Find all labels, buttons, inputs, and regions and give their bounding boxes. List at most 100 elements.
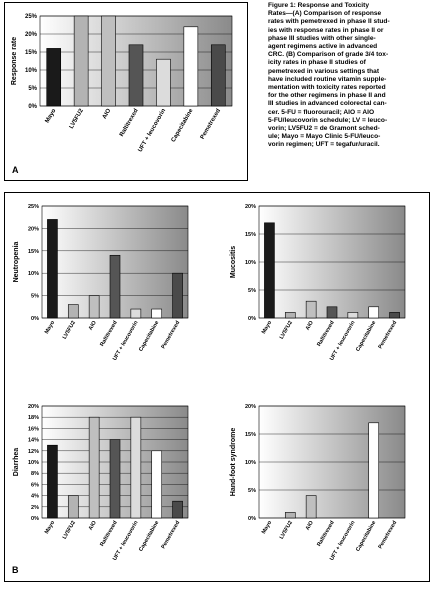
neutropenia-bar	[88, 295, 100, 319]
diarrhea-bar	[172, 500, 183, 519]
neutropenia-ytick: 0%	[31, 316, 39, 322]
diarrhea-xtick: Raltitrexed	[99, 520, 118, 548]
diarrhea-ylabel: Diarrhea	[13, 448, 20, 477]
diarrhea-bar	[88, 416, 100, 519]
neutropenia-bar	[67, 304, 79, 319]
diarrhea-ytick: 8%	[31, 471, 39, 477]
diarrhea-xtick: LV5FU2	[62, 520, 77, 540]
response-xtick: AIO	[102, 108, 113, 121]
diarrhea-xtick: Capecitabine	[138, 520, 160, 553]
response-bar	[101, 15, 116, 107]
handfoot-xtick: Mayo	[261, 519, 274, 535]
diarrhea-bar	[130, 416, 142, 519]
handfoot-ylabel: Hand-foot syndrome	[230, 428, 237, 497]
response-xtick: UFT + leucovorin	[138, 108, 168, 154]
mucositis-ytick: 10%	[245, 260, 256, 266]
response-ytick: 0%	[28, 104, 37, 110]
mucositis-ytick: 5%	[248, 288, 256, 294]
panel-b-label: B	[12, 565, 19, 575]
diarrhea-bar	[151, 450, 163, 519]
response-xtick: Capecitabine	[171, 107, 195, 143]
diarrhea-ytick: 16%	[28, 426, 39, 432]
diarrhea-ytick: 12%	[28, 449, 39, 455]
response-xtick: Mayo	[45, 108, 58, 125]
neutropenia-ytick: 20%	[28, 226, 39, 232]
diarrhea-xtick: Pemetrexed	[161, 520, 182, 550]
mucositis-ylabel: Mucositis	[230, 246, 237, 278]
response-ylabel: Response rate	[11, 37, 18, 85]
diarrhea-bar	[47, 444, 58, 519]
mucositis-ytick: 0%	[248, 316, 256, 322]
response-xtick: Raltitrexed	[119, 108, 140, 138]
handfoot-ytick: 20%	[245, 404, 256, 410]
neutropenia-ytick: 25%	[28, 204, 39, 210]
mucositis-bar	[326, 306, 338, 319]
mucositis-bar	[305, 300, 317, 319]
neutropenia-bar	[151, 308, 163, 319]
response-ytick: 25%	[25, 14, 38, 20]
neutropenia-bar	[172, 272, 183, 319]
handfoot-xtick: LV5FU2	[279, 520, 294, 540]
diarrhea-ytick: 10%	[28, 460, 39, 466]
diarrhea-ytick: 0%	[31, 516, 39, 522]
mucositis-bar	[347, 312, 359, 319]
response-ytick: 20%	[25, 32, 38, 38]
response-xtick: LV5FU2	[69, 107, 85, 130]
handfoot-bar	[305, 495, 317, 519]
neutropenia-xtick: AIO	[88, 319, 98, 331]
mucositis-ytick: 20%	[245, 204, 256, 210]
chart-response-rate: 0% 5% 10% 15% 20% 25% Response rate Mayo LV5FU2 A…	[11, 14, 233, 154]
handfoot-ytick: 15%	[245, 432, 256, 438]
neutropenia-xtick: Raltitrexed	[99, 320, 118, 348]
handfoot-xtick: AIO	[305, 519, 315, 531]
handfoot-xtick: Capecitabine	[355, 520, 377, 553]
response-ytick: 15%	[25, 50, 38, 56]
mucositis-xtick: AIO	[305, 319, 315, 331]
diarrhea-ytick: 20%	[28, 404, 39, 410]
mucositis-bar	[284, 312, 296, 319]
neutropenia-xtick: Capecitabine	[138, 320, 160, 353]
response-bar	[128, 44, 144, 107]
response-bar	[73, 15, 89, 107]
mucositis-xtick: Mayo	[261, 319, 274, 335]
diarrhea-ytick: 4%	[31, 494, 39, 500]
panel-a-label: A	[12, 165, 19, 175]
neutropenia-ylabel: Neutropenia	[13, 241, 20, 282]
diarrhea-ytick: 6%	[31, 482, 39, 488]
response-bar	[156, 58, 171, 107]
chart-hand-foot-syndrome: 0% 5% 10% 15% 20% Hand-foot syndrome Mayo LV5FU…	[230, 404, 406, 562]
response-xtick: Pemetrexed	[200, 108, 222, 141]
mucositis-xtick: LV5FU2	[279, 320, 294, 340]
mucositis-xtick: Pemetrexed	[378, 320, 399, 350]
neutropenia-ytick: 5%	[31, 294, 39, 300]
response-bar	[210, 44, 226, 107]
handfoot-bar	[368, 422, 380, 519]
neutropenia-bar	[47, 219, 58, 319]
mucositis-ytick: 15%	[245, 232, 256, 238]
chart-diarrhea: 0% 2% 4% 6% 8% 10% 12% 14% 16% 18% 20% Diarrhea Mayo…	[13, 404, 189, 562]
figure-caption: Figure 1: Response and Toxicity Rates—(A…	[268, 2, 390, 149]
response-bar	[46, 48, 62, 107]
diarrhea-ytick: 2%	[31, 505, 39, 511]
diarrhea-ytick: 14%	[28, 438, 39, 444]
response-ytick: 10%	[25, 68, 38, 74]
neutropenia-xtick: Pemetrexed	[161, 320, 182, 350]
neutropenia-xtick: Mayo	[44, 319, 57, 335]
handfoot-xtick: Pemetrexed	[378, 520, 399, 550]
neutropenia-bar	[130, 308, 142, 319]
diarrhea-xtick: AIO	[88, 519, 98, 531]
response-ytick: 5%	[28, 86, 37, 92]
diarrhea-bar	[67, 495, 79, 519]
mucositis-xtick: Capecitabine	[355, 320, 377, 353]
mucositis-bar	[368, 306, 380, 319]
mucositis-xtick: Raltitrexed	[316, 320, 335, 348]
diarrhea-xtick: Mayo	[44, 519, 57, 535]
response-bar	[183, 26, 199, 107]
handfoot-ytick: 10%	[245, 460, 256, 466]
neutropenia-xtick: LV5FU2	[62, 320, 77, 340]
mucositis-bar	[264, 222, 275, 319]
chart-mucositis: 0% 5% 10% 15% 20% Mucositis Mayo LV5FU2 AIO Ralti…	[230, 204, 406, 362]
chart-neutropenia: 0% 5% 10% 15% 20% 25% Neutropenia Mayo LV5FU2 AIO…	[13, 204, 189, 362]
diarrhea-bar	[109, 439, 121, 519]
neutropenia-bar	[109, 254, 121, 319]
